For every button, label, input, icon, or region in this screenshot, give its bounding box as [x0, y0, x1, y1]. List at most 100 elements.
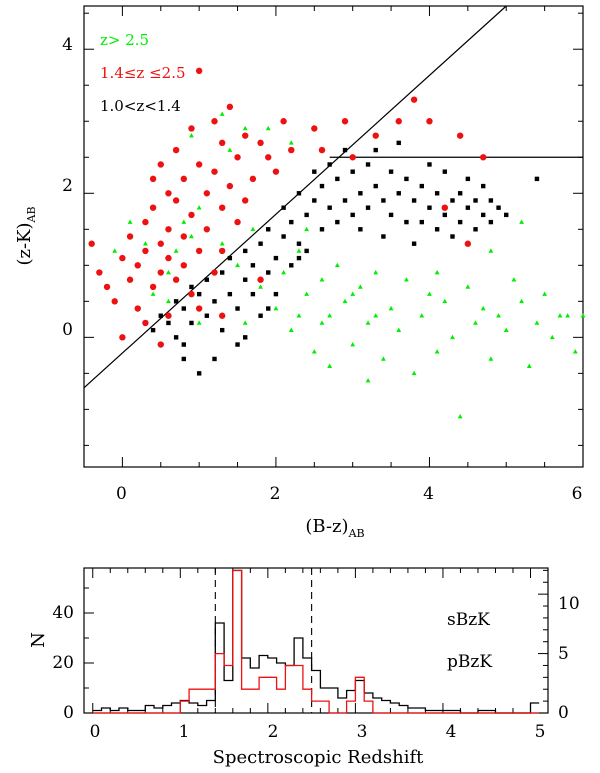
scatter-point-low-z — [488, 198, 494, 203]
scatter-point-low-z — [457, 191, 463, 196]
scatter-point-high-z — [450, 334, 455, 340]
scatter-point-low-z — [181, 306, 186, 311]
scatter-ytick-label: 0 — [62, 320, 73, 340]
hist-xtick-label: 1 — [179, 722, 190, 742]
scatter-point-high-z — [265, 125, 271, 131]
scatter-point-high-z — [334, 262, 340, 268]
scatter-point-low-z — [381, 234, 386, 239]
legend-entry-mid-z: 1.4≤z ≤2.5 — [100, 64, 186, 82]
scatter-point-low-z — [273, 255, 279, 261]
scatter-point-low-z — [396, 140, 401, 146]
scatter-point-high-z — [166, 298, 171, 304]
histogram-legend: sBzK pBzK — [447, 610, 492, 672]
scatter-point-low-z — [450, 234, 455, 239]
scatter-point-low-z — [266, 227, 271, 232]
scatter-point-low-z — [327, 162, 332, 167]
scatter-point-high-z — [304, 226, 310, 232]
scatter-point-low-z — [404, 176, 409, 182]
histogram-redshift-boundaries — [214, 568, 313, 713]
scatter-point-low-z — [434, 227, 440, 232]
scatter-point-low-z — [243, 277, 248, 282]
scatter-point-mid-z — [288, 146, 295, 154]
scatter-point-mid-z — [142, 247, 149, 255]
scatter-point-high-z — [227, 147, 233, 152]
scatter-point-low-z — [304, 248, 309, 254]
scatter-point-mid-z — [195, 305, 203, 312]
scatter-y-axis-title-main: (z-K) — [14, 222, 35, 265]
scatter-point-high-z — [496, 313, 501, 318]
scatter-point-mid-z — [149, 175, 157, 183]
scatter-point-low-z — [204, 277, 210, 282]
scatter-point-low-z — [243, 248, 248, 254]
scatter-point-low-z — [173, 299, 179, 304]
scatter-y-axis-title: (z-K)AB — [14, 206, 38, 265]
scatter-point-high-z — [488, 248, 494, 253]
scatter-point-mid-z — [242, 197, 249, 204]
scatter-point-mid-z — [172, 276, 180, 283]
scatter-point-low-z — [304, 212, 309, 218]
scatter-point-high-z — [350, 291, 356, 296]
sbzk-selection-line — [83, 5, 507, 389]
scatter-point-high-z — [404, 277, 409, 282]
scatter-point-low-z — [281, 234, 286, 239]
scatter-point-low-z — [350, 169, 355, 174]
scatter-point-low-z — [481, 212, 486, 218]
scatter-point-low-z — [235, 306, 240, 311]
scatter-point-mid-z — [195, 67, 203, 75]
scatter-point-high-z — [281, 269, 286, 275]
scatter-point-low-z — [358, 227, 363, 232]
scatter-point-mid-z — [195, 247, 203, 255]
scatter-point-mid-z — [142, 319, 149, 327]
hist-xtick-label: 5 — [535, 722, 546, 742]
scatter-point-high-z — [143, 241, 148, 246]
histogram-panel: 0 1 2 3 4 5 0 20 40 0 5 10 Spectroscopic… — [28, 567, 580, 768]
scatter-point-low-z — [181, 342, 186, 347]
scatter-point-low-z — [296, 255, 302, 261]
scatter-point-high-z — [311, 349, 317, 354]
scatter-point-low-z — [481, 183, 486, 189]
scatter-point-mid-z — [126, 233, 134, 240]
scatter-point-mid-z — [218, 204, 226, 211]
scatter-point-low-z — [442, 169, 448, 174]
scatter-point-mid-z — [165, 226, 172, 233]
scatter-point-low-z — [189, 284, 194, 290]
scatter-point-mid-z — [395, 118, 402, 125]
scatter-point-low-z — [488, 219, 494, 225]
scatter-point-low-z — [266, 306, 271, 311]
scatter-point-low-z — [243, 335, 248, 340]
scatter-point-high-z — [503, 327, 509, 332]
scatter-point-mid-z — [165, 190, 172, 197]
scatter-point-high-z — [288, 327, 294, 332]
scatter-point-low-z — [465, 176, 471, 182]
scatter-point-high-z — [273, 305, 279, 311]
scatter-point-high-z — [381, 356, 386, 361]
scatter-point-mid-z — [372, 132, 379, 139]
legend-entry-low-z: 1.0<z<1.4 — [100, 97, 181, 115]
hist-right-ytick-label: 5 — [558, 644, 569, 664]
scatter-point-low-z — [312, 198, 317, 203]
scatter-point-high-z — [242, 320, 248, 325]
hist-series-pbzk — [92, 569, 540, 714]
hist-xtick-label: 3 — [357, 722, 368, 742]
scatter-xtick-label: 4 — [423, 484, 434, 504]
scatter-point-mid-z — [149, 204, 157, 211]
scatter-point-high-z — [304, 291, 310, 296]
scatter-point-low-z — [350, 212, 355, 218]
scatter-point-high-z — [519, 298, 524, 304]
scatter-point-mid-z — [172, 197, 180, 204]
scatter-point-mid-z — [157, 161, 164, 168]
scatter-point-low-z — [465, 205, 471, 210]
scatter-point-mid-z — [165, 312, 172, 319]
scatter-point-mid-z — [265, 154, 272, 161]
scatter-point-high-z — [219, 111, 225, 116]
scatter-point-low-z — [419, 219, 424, 225]
scatter-point-mid-z — [218, 247, 226, 255]
scatter-point-mid-z — [157, 240, 164, 247]
scatter-point-low-z — [150, 327, 156, 333]
scatter-point-low-z — [158, 313, 163, 318]
scatter-point-mid-z — [103, 283, 111, 291]
scatter-point-mid-z — [165, 254, 172, 262]
scatter-point-high-z — [150, 291, 156, 296]
scatter-selection-lines — [83, 5, 583, 389]
